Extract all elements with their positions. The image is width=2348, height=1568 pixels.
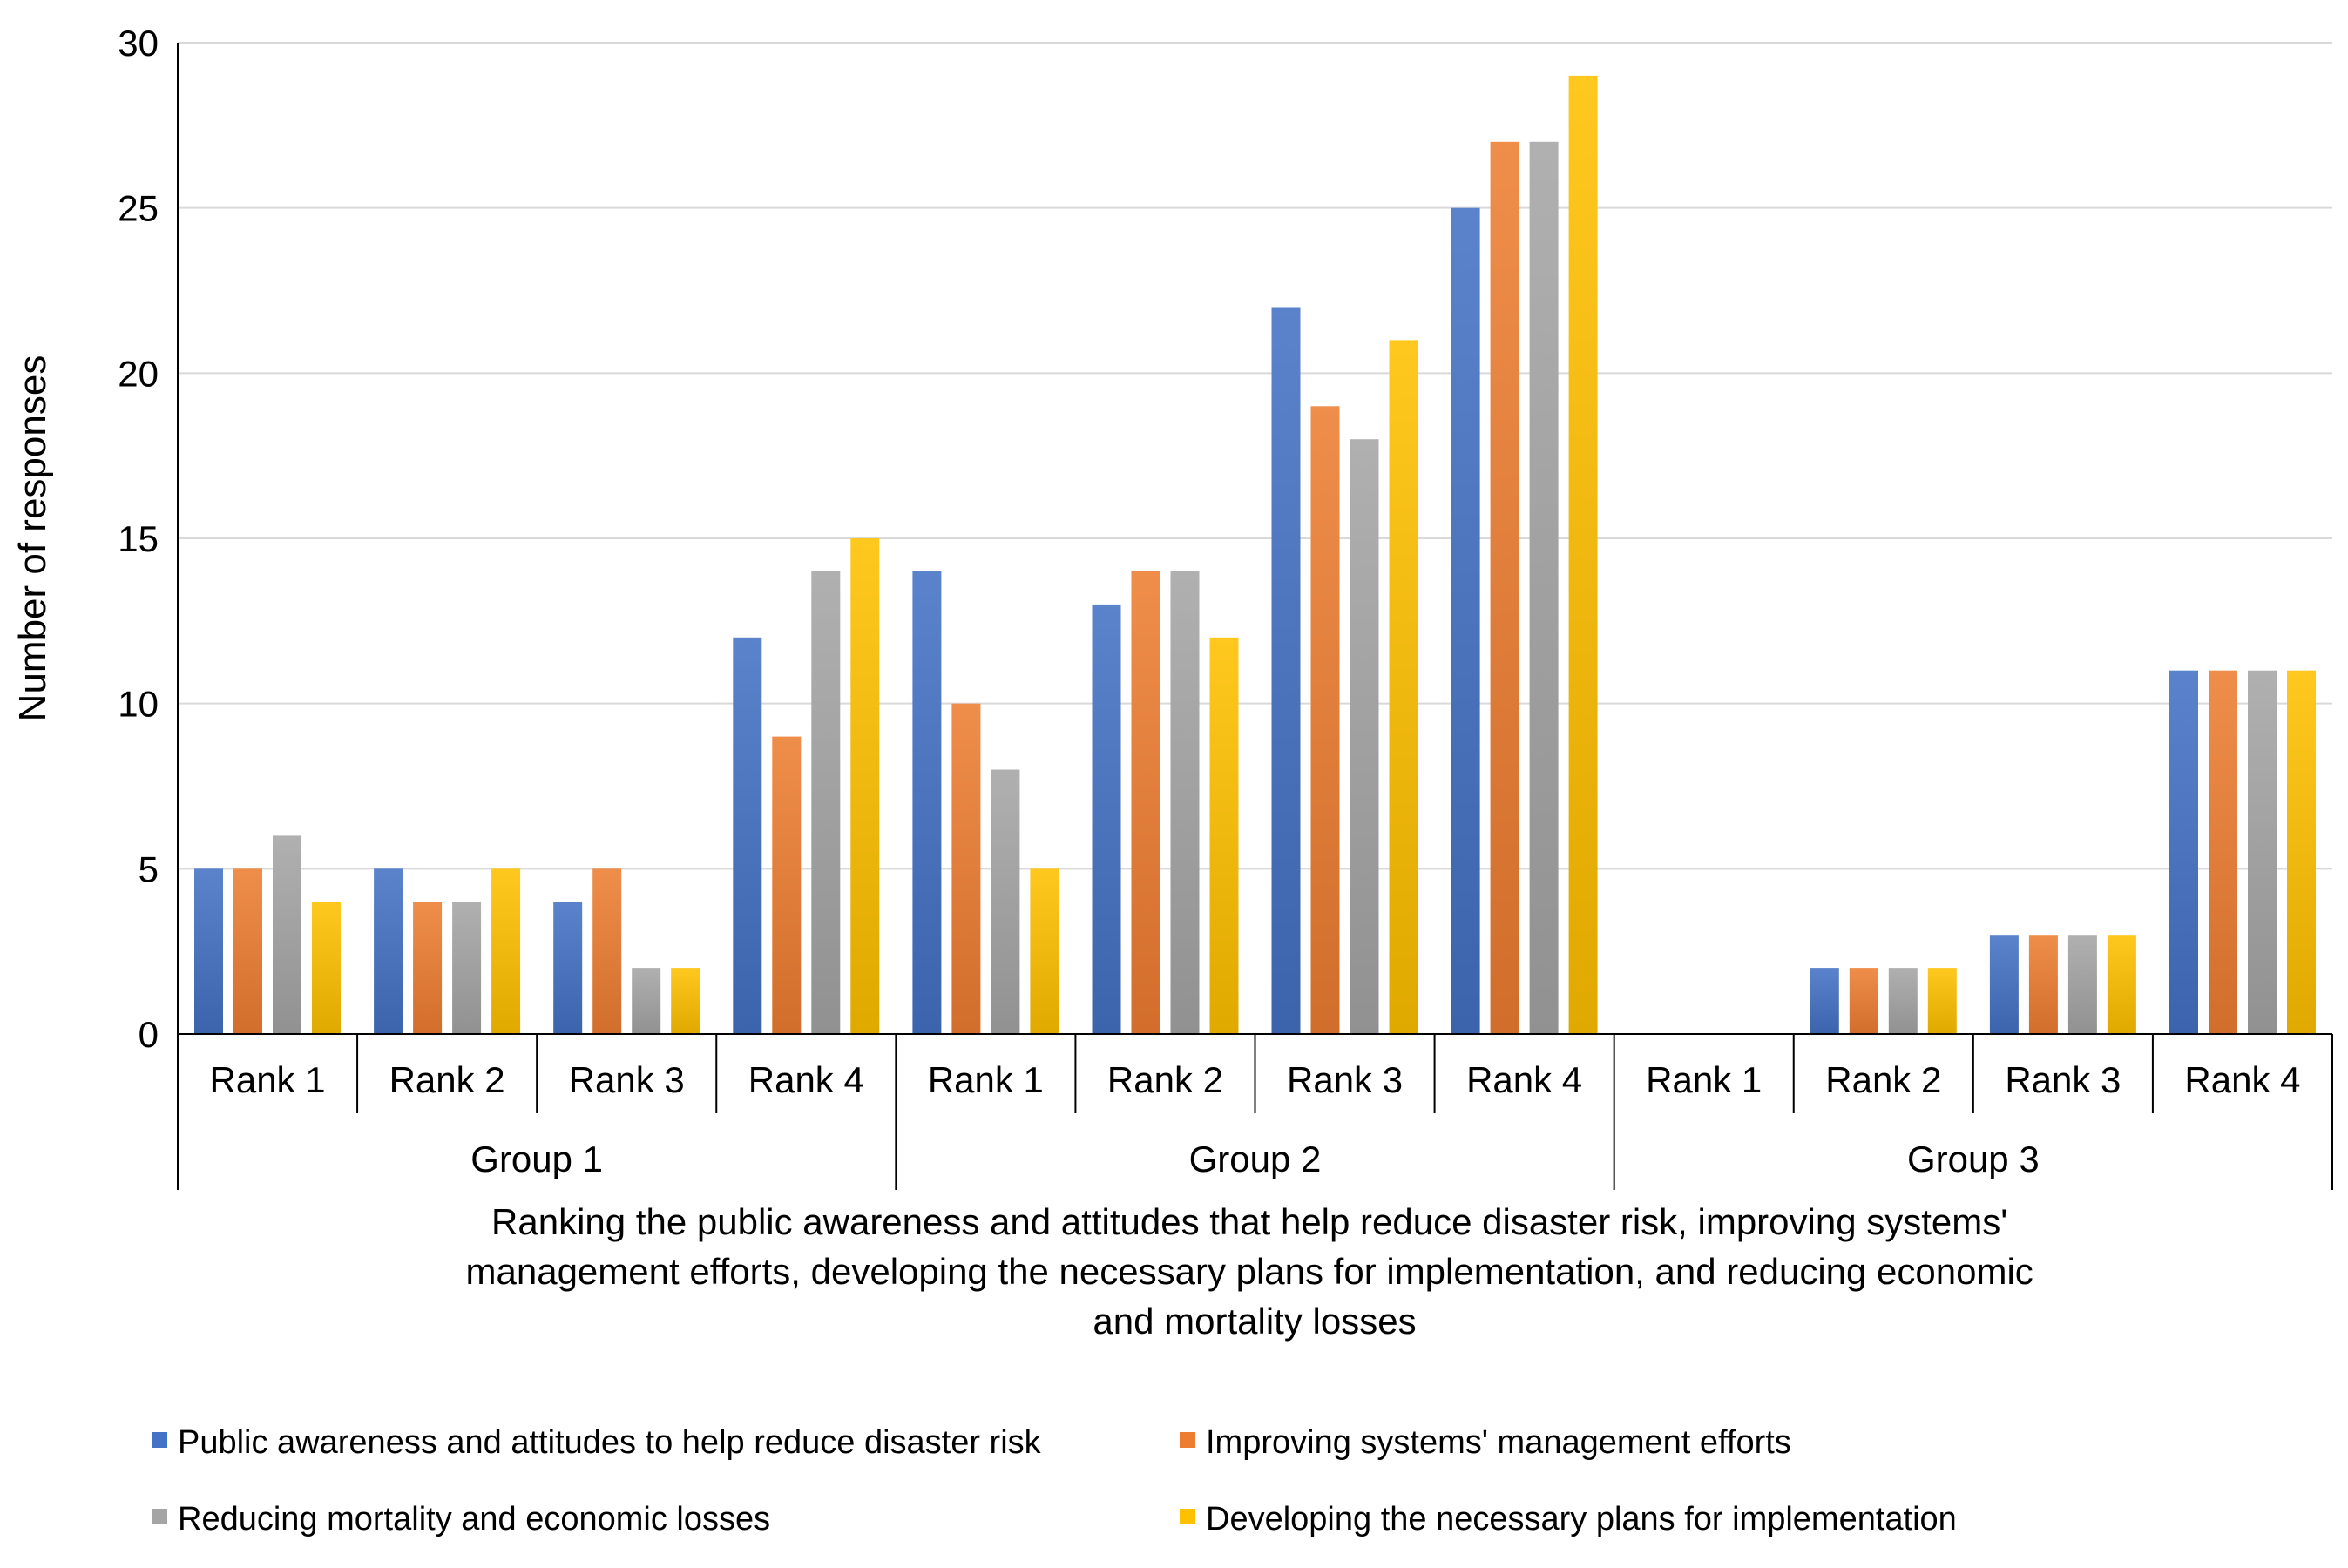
gridlines: [178, 42, 2332, 870]
bar: [2248, 670, 2277, 1034]
bar: [632, 968, 661, 1034]
x-tick-label: Rank 4: [1466, 1059, 1582, 1100]
legend-swatch: [1180, 1509, 1195, 1524]
bar: [1310, 406, 1340, 1034]
y-tick-label: 0: [139, 1014, 159, 1055]
bar: [1810, 968, 1839, 1034]
bar: [273, 835, 301, 1034]
bar: [312, 902, 341, 1034]
x-tick-label: Rank 4: [748, 1059, 864, 1100]
bar: [553, 902, 583, 1034]
bar: [733, 637, 762, 1034]
bar: [1131, 571, 1160, 1034]
bar: [2169, 670, 2198, 1034]
x-axis-label: Ranking the public awareness and attitud…: [466, 1201, 2044, 1342]
bar: [2067, 935, 2097, 1034]
legend-label: Improving systems' management efforts: [1206, 1424, 1791, 1461]
y-tick-label: 15: [118, 518, 159, 559]
x-tick-label: Rank 2: [1825, 1059, 1941, 1100]
x-tick-label: Rank 2: [1107, 1059, 1223, 1100]
x-tick-label: Rank 1: [928, 1059, 1044, 1100]
bar: [592, 868, 622, 1034]
x-tick-label: Rank 3: [2005, 1059, 2121, 1100]
bar: [194, 868, 223, 1034]
bars: [194, 75, 2316, 1034]
bar: [2028, 935, 2058, 1034]
legend-swatch: [1180, 1432, 1195, 1448]
x-tick-label: Rank 3: [569, 1059, 685, 1100]
bar: [1490, 141, 1519, 1034]
x-tick-label: Rank 1: [1646, 1059, 1762, 1100]
bar: [374, 868, 403, 1034]
bar: [912, 571, 942, 1034]
legend: Public awareness and attitudes to help r…: [152, 1424, 1957, 1538]
y-tick-label: 5: [139, 848, 159, 889]
bar: [1451, 207, 1480, 1034]
bar: [1170, 571, 1200, 1034]
legend-label: Reducing mortality and economic losses: [178, 1501, 770, 1538]
x-tick-label: Rank 1: [210, 1059, 326, 1100]
legend-label: Developing the necessary plans for imple…: [1206, 1501, 1957, 1538]
x-tick-label: Rank 3: [1287, 1059, 1403, 1100]
bar: [951, 703, 981, 1034]
y-axis-label: Number of responses: [11, 355, 54, 722]
x-axis-label-line-3: and mortality losses: [1093, 1301, 1416, 1342]
bar: [991, 769, 1020, 1034]
bar: [1209, 637, 1239, 1034]
x-tick-label: Rank 4: [2184, 1059, 2300, 1100]
axes: 0 5 10 15 20 25 30 Rank 1 Rank 2 Rank 3 Rank 4 Rank…: [118, 23, 2333, 1190]
bar: [1849, 968, 1878, 1034]
legend-label: Public awareness and attitudes to help r…: [178, 1424, 1042, 1461]
bar: [1350, 439, 1379, 1034]
bar: [1092, 604, 1121, 1034]
bar: [413, 902, 443, 1034]
group-label: Group 1: [470, 1139, 603, 1179]
legend-swatch: [152, 1432, 167, 1448]
y-tick-label: 30: [118, 23, 159, 64]
y-tick-label: 10: [118, 684, 159, 725]
bar: [1529, 141, 1559, 1034]
y-tick-label: 20: [118, 353, 159, 394]
bar: [772, 736, 802, 1034]
bar: [1389, 340, 1418, 1034]
bar: [1568, 75, 1598, 1034]
bar: [2107, 935, 2136, 1034]
bar: [233, 868, 262, 1034]
bar: [2209, 670, 2237, 1034]
bar: [671, 968, 700, 1034]
bar: [811, 571, 841, 1034]
bar: [1030, 868, 1059, 1034]
bar: [850, 538, 880, 1034]
bar: [1989, 935, 2019, 1034]
x-tick-label: Rank 2: [389, 1059, 505, 1100]
x-axis-label-line-2: management efforts, developing the neces…: [466, 1251, 2033, 1292]
group-label: Group 3: [1907, 1139, 2040, 1179]
bar: [1927, 968, 1957, 1034]
bar: [491, 868, 521, 1034]
bar: [2287, 670, 2316, 1034]
y-tick-label: 25: [118, 188, 159, 229]
x-axis-label-line-1: Ranking the public awareness and attitud…: [491, 1201, 2007, 1242]
bar: [1888, 968, 1918, 1034]
bar: [452, 902, 482, 1034]
bar: [1271, 307, 1301, 1034]
group-label: Group 2: [1189, 1139, 1322, 1179]
legend-swatch: [152, 1509, 167, 1524]
